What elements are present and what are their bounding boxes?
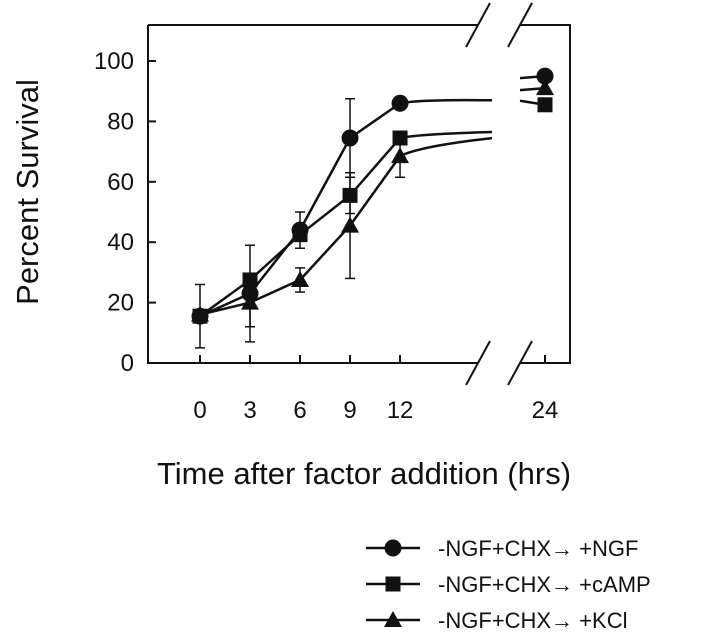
data-point (537, 97, 553, 113)
y-tick-label: 0 (121, 350, 134, 377)
legend-marker (385, 576, 401, 592)
series-layer (191, 67, 554, 349)
axis-break-mark (465, 2, 491, 48)
series-triangle (191, 79, 554, 328)
legend-label: -NGF+CHX→ +KCl (438, 608, 627, 633)
y-tick-label: 100 (94, 48, 134, 75)
y-axis-title: Percent Survival (10, 79, 45, 305)
legend-entry: -NGF+CHX→ +cAMP (366, 572, 651, 597)
axis-break-mark (507, 2, 533, 48)
data-point (391, 147, 410, 164)
legend-marker (384, 611, 402, 627)
data-point (536, 67, 554, 85)
legend-label: -NGF+CHX→ +NGF (438, 536, 638, 561)
x-tick-label: 0 (193, 397, 206, 424)
x-axis-title: Time after factor addition (hrs) (157, 456, 571, 491)
series-line (199, 136, 493, 316)
ticks: 0 20 40 60 80 100 0 3 6 9 12 24 (94, 48, 558, 424)
legend-entry: -NGF+CHX→ +KCl (366, 608, 627, 633)
y-tick-label: 20 (107, 290, 134, 317)
legend: -NGF+CHX→ +NGF -NGF+CHX→ +cAMP -NGF+CHX→ +… (366, 536, 651, 633)
x-tick-label: 24 (532, 397, 559, 424)
x-tick-label: 12 (387, 397, 414, 424)
data-point (341, 129, 359, 147)
series-line (199, 130, 493, 318)
legend-label: -NGF+CHX→ +cAMP (438, 572, 651, 597)
axis-break-mark (507, 340, 533, 386)
axes (147, 2, 571, 386)
legend-entry: -NGF+CHX→ +NGF (366, 536, 638, 561)
data-point (291, 270, 310, 287)
data-point (536, 79, 554, 96)
x-tick-label: 3 (243, 397, 256, 424)
data-point (341, 216, 360, 233)
data-point (241, 293, 260, 310)
data-point (292, 227, 308, 243)
data-point (391, 94, 409, 112)
series-line (199, 98, 493, 318)
x-tick-label: 9 (343, 397, 356, 424)
data-point (191, 305, 209, 322)
x-tick-label: 6 (293, 397, 306, 424)
axis-break-mark (465, 340, 491, 386)
y-tick-label: 80 (107, 108, 134, 135)
y-tick-label: 40 (107, 229, 134, 256)
y-tick-label: 60 (107, 169, 134, 196)
legend-marker (384, 539, 402, 557)
